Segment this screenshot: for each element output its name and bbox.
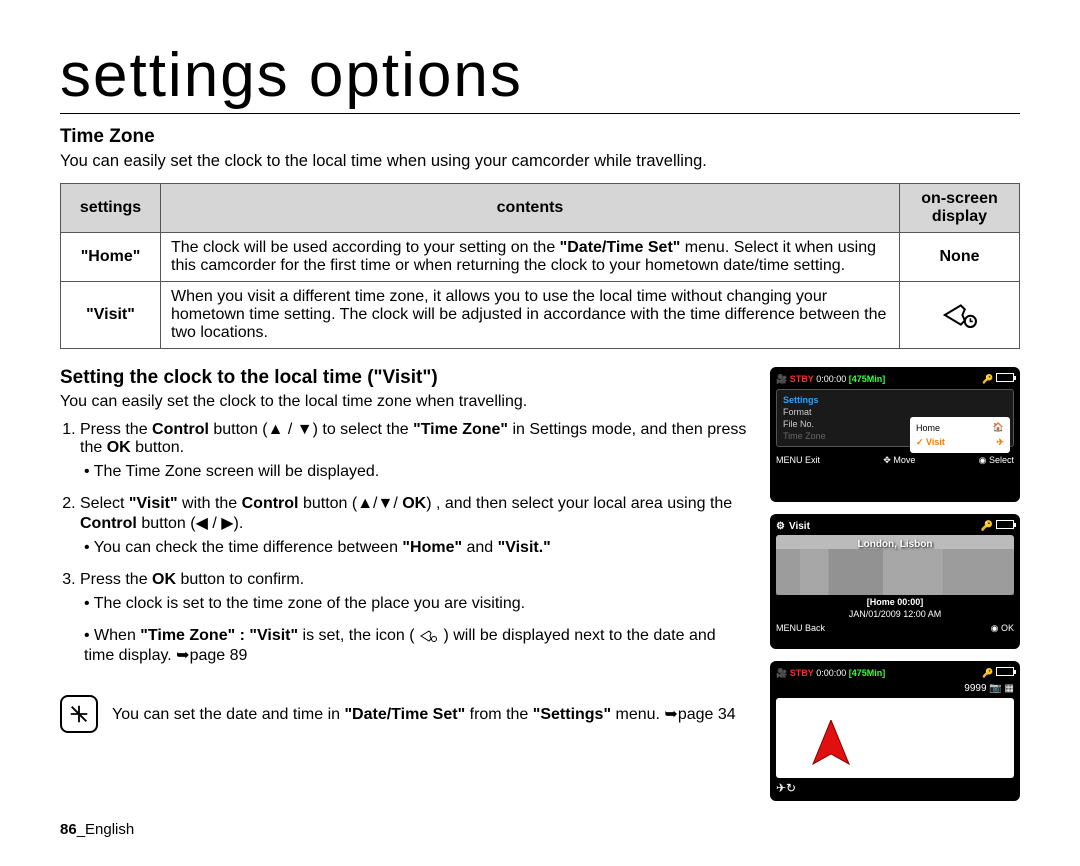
lcd-screen-marker: 🎥 STBY 0:00:00 [475Min] 🔑 9999 📷 ▦ ✈↻: [770, 661, 1020, 801]
note-icon: [60, 695, 98, 733]
note-text: You can set the date and time in "Date/T…: [112, 704, 736, 724]
submenu-timezone: Home🏠 ✓ Visit✈: [910, 417, 1010, 453]
lcd-screen-map: ⚙ Visit🔑 London, Lisbon [Home 00:00] JAN…: [770, 514, 1020, 649]
th-display: on-screendisplay: [900, 184, 1020, 233]
note-block: You can set the date and time in "Date/T…: [60, 695, 750, 733]
subsection-heading: Setting the clock to the local time ("Vi…: [60, 367, 750, 389]
step-item: Press the OK button to confirm.The clock…: [80, 571, 750, 665]
marker-canvas: [776, 698, 1014, 778]
step-bullet: The clock is set to the time zone of the…: [84, 595, 750, 613]
page-footer: 86_English: [60, 821, 1020, 838]
page-title: settings options: [60, 40, 1020, 114]
setting-content: When you visit a different time zone, it…: [161, 282, 900, 349]
table-row: "Visit"When you visit a different time z…: [61, 282, 1020, 349]
steps-list: Press the Control button (▲ / ▼) to sele…: [80, 421, 750, 665]
intro-text: You can easily set the clock to the loca…: [60, 152, 1020, 171]
lcd-screen-menu: 🎥 STBY 0:00:00 [475Min] 🔑 Settings Forma…: [770, 367, 1020, 502]
airplane-clock-icon: [940, 300, 980, 330]
settings-table: settings contents on-screendisplay "Home…: [60, 183, 1020, 349]
step-bullet: The Time Zone screen will be displayed.: [84, 463, 750, 481]
setting-name: "Home": [61, 233, 161, 282]
step-bullet: When "Time Zone" : "Visit" is set, the i…: [84, 627, 750, 665]
world-map: London, Lisbon: [776, 535, 1014, 595]
red-arrow-marker: [811, 720, 851, 770]
table-row: "Home"The clock will be used according t…: [61, 233, 1020, 282]
display-cell: None: [900, 233, 1020, 282]
heading-timezone: Time Zone: [60, 126, 1020, 148]
subsection-intro: You can easily set the clock to the loca…: [60, 393, 750, 411]
setting-name: "Visit": [61, 282, 161, 349]
step-item: Select "Visit" with the Control button (…: [80, 495, 750, 557]
setting-content: The clock will be used according to your…: [161, 233, 900, 282]
th-settings: settings: [61, 184, 161, 233]
display-cell: [900, 282, 1020, 349]
step-bullet: You can check the time difference betwee…: [84, 539, 750, 557]
th-contents: contents: [161, 184, 900, 233]
step-item: Press the Control button (▲ / ▼) to sele…: [80, 421, 750, 481]
